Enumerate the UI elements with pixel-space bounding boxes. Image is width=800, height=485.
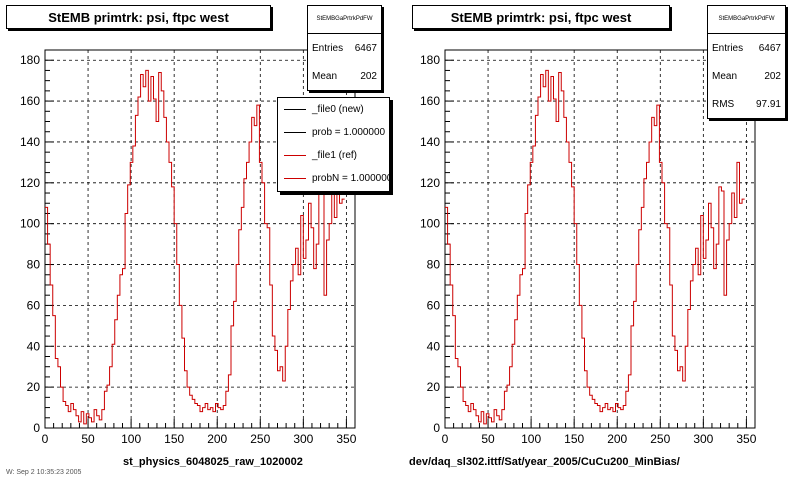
x-tick-label: 350: [336, 432, 356, 446]
legend-label-prob: prob = 1.000000: [312, 127, 386, 138]
left-histogram-title: StEMB primtrk: psi, ftpc west: [6, 5, 271, 29]
legend-label-file0: _file0 (new): [312, 104, 364, 115]
y-tick-label: 180: [420, 53, 440, 67]
y-tick-label: 180: [20, 53, 40, 67]
left-stats-mean-label: Mean: [312, 70, 338, 82]
legend-line-prob: [284, 132, 306, 133]
right-histogram-title: StEMB primtrk: psi, ftpc west: [412, 5, 670, 29]
y-tick-label: 0: [433, 421, 440, 435]
x-tick-label: 150: [564, 432, 584, 446]
x-tick-label: 50: [481, 432, 495, 446]
legend-line-file1: [284, 155, 306, 156]
legend-line-file0: [284, 109, 306, 110]
x-tick-label: 200: [207, 432, 227, 446]
y-tick-label: 100: [420, 217, 440, 231]
right-stats-row-rms: RMS 97.91: [708, 90, 785, 118]
legend-label-probn: probN = 1.000000: [312, 173, 390, 184]
y-tick-label: 20: [427, 380, 441, 394]
right-stats-rms-label: RMS: [712, 98, 735, 110]
left-stats-row-entries: Entries 6467: [308, 34, 381, 62]
right-x-caption: dev/daq_sl302.ittf/Sat/year_2005/CuCu200…: [409, 456, 680, 468]
left-stats-mean-value: 202: [360, 70, 377, 82]
x-tick-label: 50: [81, 432, 95, 446]
x-tick-label: 300: [693, 432, 713, 446]
y-tick-label: 80: [27, 258, 41, 272]
x-tick-label: 100: [121, 432, 141, 446]
x-tick-label: 0: [42, 432, 49, 446]
right-stats-entries-label: Entries: [712, 42, 744, 54]
left-stats-entries-label: Entries: [312, 42, 344, 54]
left-legend: _file0 (new) prob = 1.000000 _file1 (ref…: [277, 97, 390, 192]
y-tick-label: 140: [420, 135, 440, 149]
x-tick-label: 150: [164, 432, 184, 446]
y-tick-label: 80: [427, 258, 441, 272]
y-tick-label: 160: [420, 94, 440, 108]
x-tick-label: 100: [521, 432, 541, 446]
y-tick-label: 160: [20, 94, 40, 108]
left-stats-box: StEMBGaPrtrkPdFW Entries 6467 Mean 202: [307, 5, 382, 91]
y-tick-label: 40: [27, 339, 41, 353]
y-tick-label: 100: [20, 217, 40, 231]
x-tick-label: 250: [650, 432, 670, 446]
histogram-series-line: [445, 69, 745, 425]
x-tick-label: 200: [607, 432, 627, 446]
right-stats-row-entries: Entries 6467: [708, 34, 785, 62]
y-tick-label: 60: [427, 298, 441, 312]
right-histogram-pad: 0 50 100 150 200 250 300 350 0 20 40 60 80 100 120 140 1…: [400, 0, 800, 480]
footer-timestamp: W: Sep 2 10:35:23 2005: [6, 469, 82, 476]
y-tick-label: 0: [33, 421, 40, 435]
histogram-series-line: [45, 69, 345, 425]
y-tick-label: 40: [427, 339, 441, 353]
legend-entry-file1: _file1 (ref): [278, 144, 389, 167]
legend-entry-probn: probN = 1.000000: [278, 167, 389, 190]
y-tick-label: 20: [27, 380, 41, 394]
legend-label-file1: _file1 (ref): [312, 150, 358, 161]
left-stats-entries-value: 6467: [354, 42, 377, 54]
x-tick-label: 350: [736, 432, 756, 446]
right-stats-name: StEMBGaPrtrkPdFW: [708, 6, 785, 34]
legend-entry-file0: _file0 (new): [278, 98, 389, 121]
right-stats-entries-value: 6467: [758, 42, 781, 54]
right-stats-rms-value: 97.91: [755, 98, 781, 110]
y-tick-label: 60: [27, 298, 41, 312]
legend-line-probn: [284, 178, 306, 179]
legend-entry-prob: prob = 1.000000: [278, 121, 389, 144]
right-stats-row-mean: Mean 202: [708, 62, 785, 90]
x-tick-label: 300: [293, 432, 313, 446]
x-tick-label: 250: [250, 432, 270, 446]
y-tick-label: 120: [20, 176, 40, 190]
left-histogram-pad: 0 50 100 150 200 250 300 350 0 20 40 60 80 100 120 140 1…: [0, 0, 400, 480]
right-stats-mean-label: Mean: [712, 70, 738, 82]
left-stats-row-mean: Mean 202: [308, 62, 381, 90]
y-tick-label: 140: [20, 135, 40, 149]
left-x-caption: st_physics_6048025_raw_1020002: [123, 456, 303, 468]
right-stats-box: StEMBGaPrtrkPdFW Entries 6467 Mean 202 R…: [707, 5, 786, 119]
left-stats-name: StEMBGaPrtrkPdFW: [308, 6, 381, 34]
right-stats-mean-value: 202: [764, 70, 781, 82]
y-tick-label: 120: [420, 176, 440, 190]
x-tick-label: 0: [442, 432, 449, 446]
